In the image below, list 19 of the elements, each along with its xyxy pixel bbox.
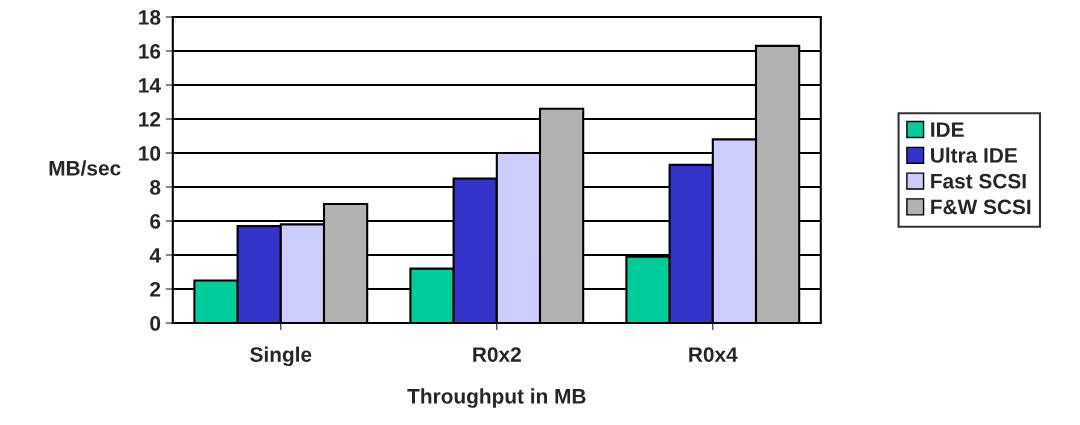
legend-label: Fast SCSI <box>931 173 1026 189</box>
y-tick-label: 12 <box>139 112 161 127</box>
x-tick-label: R0x2 <box>473 347 521 362</box>
legend-label: F&W SCSI <box>931 199 1031 215</box>
y-tick-label: 16 <box>139 44 161 59</box>
x-tick-label: R0x4 <box>689 347 738 362</box>
y-tick-label: 2 <box>150 282 161 297</box>
legend-label: Ultra IDE <box>931 147 1017 163</box>
y-axis-title: MB/sec <box>49 160 121 176</box>
legend-label: IDE <box>931 122 964 137</box>
y-tick-label: 4 <box>149 248 161 263</box>
y-tick-label: 0 <box>150 316 161 331</box>
y-tick-label: 18 <box>139 10 161 25</box>
y-tick-label: 10 <box>139 146 161 161</box>
y-tick-label: 6 <box>150 214 161 229</box>
y-tick-label: 14 <box>139 78 161 93</box>
x-axis-title: Throughput in MB <box>407 388 586 408</box>
x-tick-label: Single <box>250 346 312 367</box>
y-tick-label: 8 <box>150 180 161 195</box>
